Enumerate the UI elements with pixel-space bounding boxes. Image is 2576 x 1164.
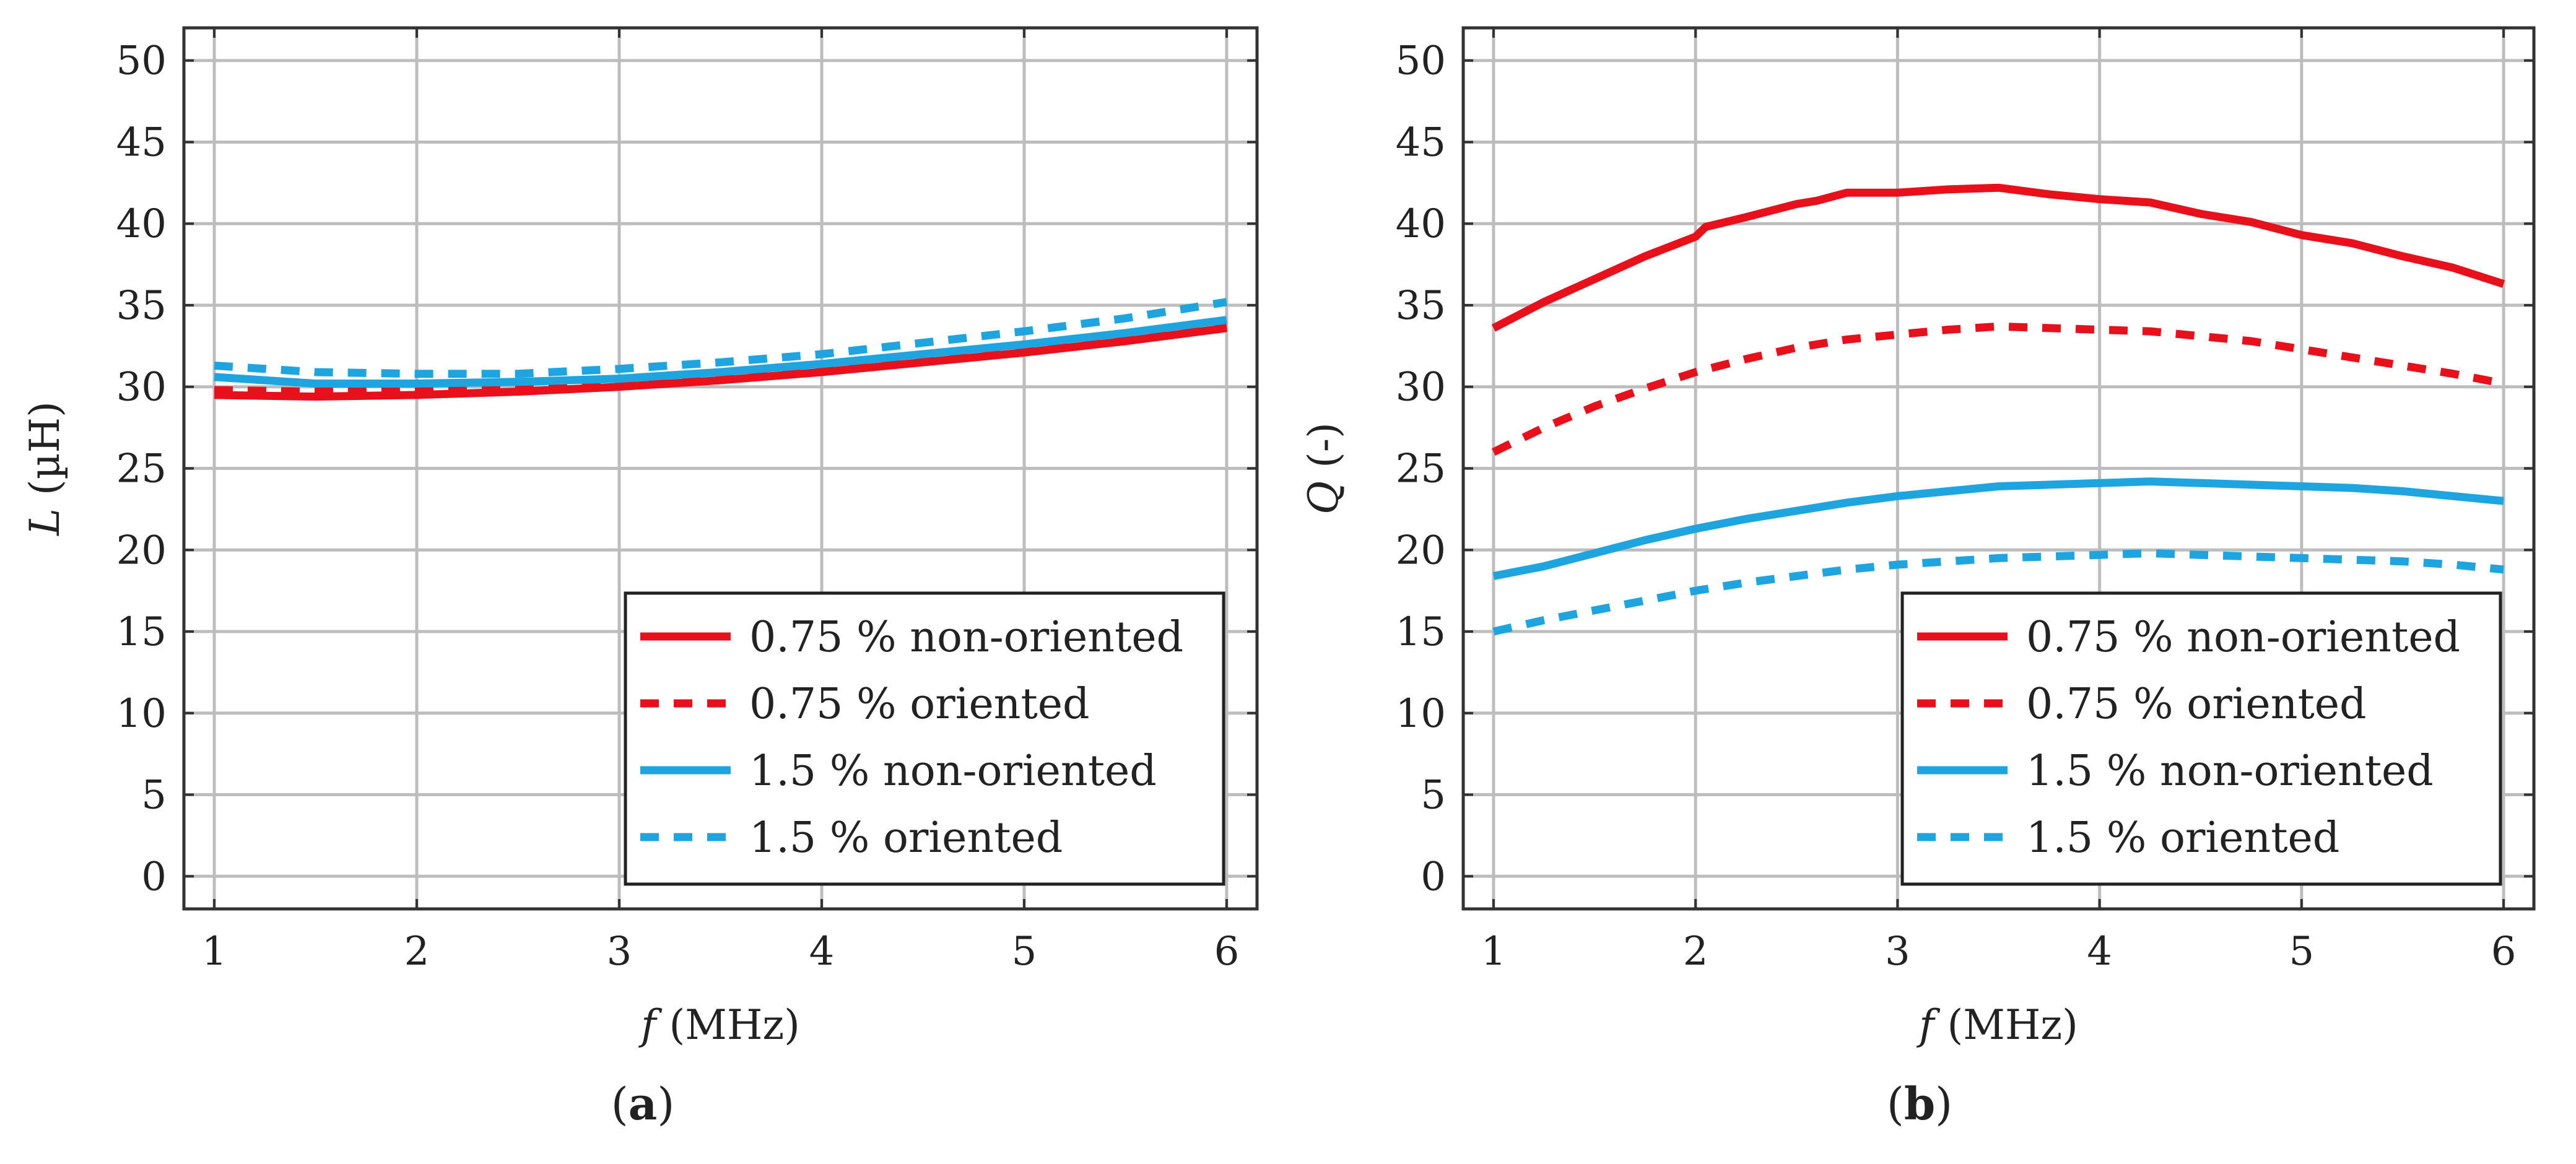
- x-tick-label: 6: [1214, 929, 1240, 975]
- x-tick-label: 6: [2491, 929, 2517, 975]
- y-tick-label: 30: [116, 365, 167, 410]
- y-tick-label: 45: [116, 119, 167, 165]
- panel-label-letter: b: [1904, 1077, 1935, 1130]
- y-tick-label: 50: [1396, 38, 1446, 84]
- legend-label: 1.5 % oriented: [749, 814, 1063, 862]
- y-tick-label: 0: [1421, 854, 1446, 900]
- x-tick-label: 2: [1683, 929, 1708, 975]
- y-tick-label: 30: [1396, 365, 1446, 410]
- series-line-0-75-oriented: [1492, 322, 2505, 456]
- y-axis-label-unit: (µH): [21, 401, 69, 508]
- y-tick-label: 25: [1396, 446, 1446, 492]
- x-tick-label: 1: [202, 929, 227, 975]
- y-tick-label: 20: [116, 528, 167, 573]
- panel-label-close: ): [657, 1078, 674, 1130]
- y-tick-label: 50: [116, 38, 167, 84]
- series-line-1-5-non-oriented: [1492, 477, 2504, 580]
- legend-label: 0.75 % non-oriented: [749, 613, 1183, 662]
- legend-label: 0.75 % oriented: [749, 680, 1090, 729]
- y-axis-label-var: Q: [1300, 481, 1347, 515]
- panel-label-open: (: [611, 1078, 629, 1130]
- y-tick-label: 0: [141, 854, 167, 900]
- panel-label: (b): [1887, 1077, 1953, 1130]
- y-axis-label: L (µH): [21, 401, 69, 536]
- legend-label: 0.75 % oriented: [2026, 680, 2367, 729]
- y-tick-label: 5: [141, 773, 167, 819]
- x-axis-label-unit: (MHz): [1934, 1001, 2078, 1049]
- y-tick-label: 40: [1396, 201, 1446, 247]
- y-tick-label: 35: [116, 283, 167, 329]
- legend: 0.75 % non-oriented 0.75 % oriented 1.5 % …: [624, 591, 1225, 886]
- series-line-0-75-oriented: [214, 322, 1227, 396]
- legend-label: 1.5 % non-oriented: [2026, 747, 2434, 796]
- x-tick-label: 1: [1481, 929, 1507, 975]
- y-axis-label-var: L: [21, 508, 69, 536]
- x-axis-label: f (MHz): [638, 1001, 800, 1049]
- series-line-0-75-non-oriented: [1491, 183, 2505, 332]
- series-line-1-5-oriented: [1492, 549, 2504, 636]
- plot-frame: [182, 26, 1259, 911]
- x-tick-label: 5: [1012, 929, 1037, 975]
- y-tick-label: 40: [116, 201, 167, 247]
- series-lines: [1491, 183, 2505, 636]
- y-axis-label-unit: (-): [1300, 422, 1347, 481]
- y-tick-label: 15: [116, 609, 167, 655]
- legend-label: 1.5 % oriented: [2026, 814, 2339, 862]
- x-tick-label: 3: [607, 929, 632, 975]
- legend-label: 1.5 % non-oriented: [749, 747, 1157, 796]
- y-tick-label: 15: [1396, 609, 1446, 655]
- series-line-1-5-non-oriented: [214, 316, 1227, 388]
- panel-label: (a): [611, 1077, 675, 1130]
- y-tick-label: 35: [1396, 283, 1446, 329]
- grid: [184, 28, 1257, 909]
- y-tick-label: 10: [1396, 691, 1446, 737]
- series-lines: [214, 298, 1228, 401]
- x-axis-label: f (MHz): [1916, 1001, 2078, 1049]
- panel-label-letter: a: [629, 1077, 658, 1130]
- legend-label: 0.75 % non-oriented: [2026, 613, 2460, 662]
- y-axis-label: Q (-): [1300, 422, 1347, 515]
- y-tick-label: 20: [1396, 528, 1446, 573]
- y-tick-label: 25: [116, 446, 167, 492]
- plot-frame: [1461, 26, 2536, 911]
- x-tick-label: 5: [2289, 929, 2314, 975]
- x-tick-label: 4: [809, 929, 835, 975]
- panel-label-open: (: [1887, 1078, 1904, 1130]
- x-tick-label: 3: [1885, 929, 1910, 975]
- series-line-1-5-oriented: [214, 298, 1228, 378]
- y-tick-label: 45: [1396, 119, 1446, 165]
- x-axis-label-unit: (MHz): [656, 1001, 800, 1049]
- y-tick-label: 5: [1421, 773, 1446, 819]
- legend: 0.75 % non-oriented 0.75 % oriented 1.5 % …: [1900, 591, 2502, 886]
- x-tick-label: 2: [404, 929, 430, 975]
- y-tick-label: 10: [116, 691, 167, 737]
- panel-label-close: ): [1935, 1078, 1952, 1130]
- x-tick-label: 4: [2087, 929, 2112, 975]
